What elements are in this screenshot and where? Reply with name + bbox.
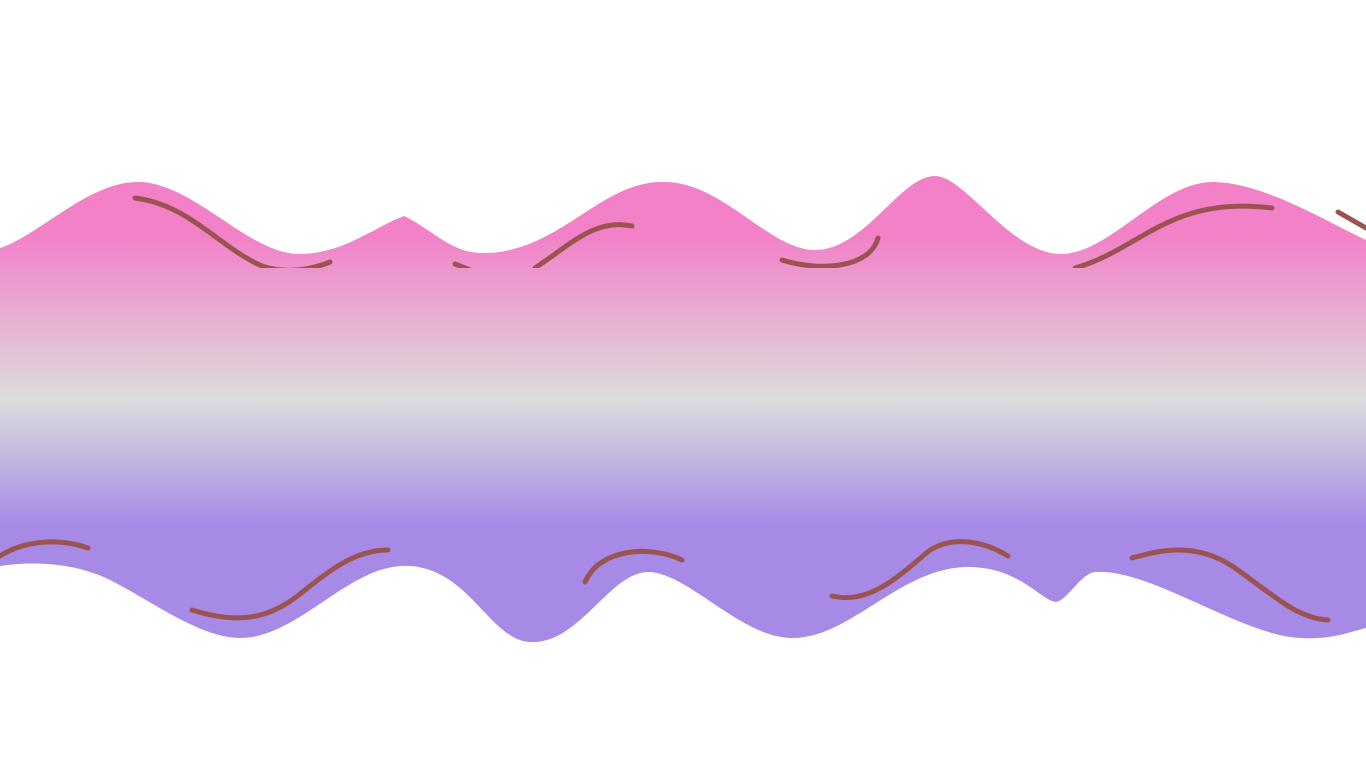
- top-stroke-2: [452, 261, 472, 268]
- bottom-stroke-4: [829, 539, 1011, 601]
- gradient-wave-band: [0, 176, 1366, 643]
- top-stroke-1: [132, 195, 333, 268]
- top-decorative-strokes: [132, 195, 1366, 268]
- bottom-stroke-1: [0, 539, 91, 559]
- bottom-decorative-strokes: [0, 539, 1331, 623]
- top-stroke-6: [1335, 209, 1366, 231]
- bottom-stroke-5: [1129, 547, 1331, 623]
- top-stroke-5: [1072, 203, 1275, 268]
- top-stroke-4: [779, 235, 881, 268]
- bottom-stroke-2: [189, 547, 391, 621]
- top-stroke-3: [532, 222, 635, 268]
- bottom-stroke-3: [582, 548, 685, 585]
